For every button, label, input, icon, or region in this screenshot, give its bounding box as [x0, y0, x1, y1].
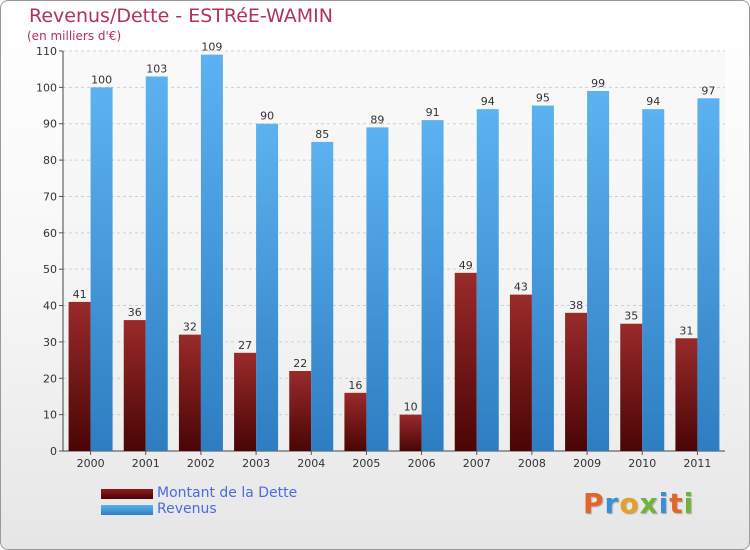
bar-dette — [565, 312, 588, 451]
legend-swatch-revenus — [101, 505, 153, 515]
bar-revenus — [587, 91, 610, 451]
bar-revenus — [90, 87, 113, 451]
y-tick-label: 90 — [43, 118, 57, 131]
bar-dette — [68, 301, 91, 451]
y-tick-label: 40 — [43, 300, 57, 313]
legend-label-dette: Montant de la Dette — [157, 485, 298, 501]
x-tick-label: 2002 — [187, 457, 215, 470]
chart-title: Revenus/Dette - ESTRéE-WAMIN — [29, 5, 333, 27]
x-tick-label: 2007 — [463, 457, 491, 470]
legend-swatch-dette — [101, 489, 153, 499]
chart-subtitle: (en milliers d'€) — [27, 29, 122, 43]
logo-letter: x — [639, 487, 659, 520]
data-label-dette: 16 — [348, 379, 362, 392]
x-tick-label: 2006 — [408, 457, 436, 470]
y-tick-label: 20 — [43, 372, 57, 385]
data-label-revenus: 94 — [646, 95, 660, 108]
data-label-revenus: 97 — [701, 84, 715, 97]
data-label-revenus: 90 — [260, 110, 274, 123]
y-tick-label: 110 — [36, 45, 57, 58]
x-tick-label: 2011 — [683, 457, 711, 470]
proxiti-logo: Proxiti — [583, 487, 694, 520]
data-label-dette: 43 — [514, 281, 528, 294]
bar-dette — [675, 338, 698, 451]
y-tick-label: 50 — [43, 263, 57, 276]
bar-dette — [454, 272, 477, 451]
x-tick-label: 2001 — [132, 457, 160, 470]
bar-revenus — [256, 123, 279, 452]
data-label-dette: 38 — [569, 299, 583, 312]
data-label-revenus: 103 — [146, 62, 167, 75]
data-label-revenus: 95 — [536, 92, 550, 105]
x-tick-label: 2008 — [518, 457, 546, 470]
y-tick-label: 0 — [50, 445, 57, 458]
y-tick-label: 80 — [43, 154, 57, 167]
bar-dette — [509, 294, 532, 451]
data-label-dette: 35 — [624, 310, 638, 323]
data-label-dette: 49 — [459, 259, 473, 272]
data-label-dette: 27 — [238, 339, 252, 352]
data-label-dette: 32 — [183, 321, 197, 334]
data-label-dette: 22 — [293, 357, 307, 370]
logo-letter: i — [658, 487, 670, 520]
logo-letter: o — [619, 487, 640, 520]
legend-label-revenus: Revenus — [157, 501, 217, 517]
bar-dette — [344, 392, 367, 451]
data-label-revenus: 91 — [426, 106, 440, 119]
x-tick-label: 2003 — [242, 457, 270, 470]
data-label-revenus: 100 — [91, 73, 112, 86]
bar-revenus — [366, 127, 389, 451]
y-tick-label: 70 — [43, 190, 57, 203]
data-label-dette: 10 — [404, 401, 418, 414]
bar-revenus — [145, 76, 168, 452]
logo-letter: t — [669, 487, 684, 520]
data-label-revenus: 89 — [370, 113, 384, 126]
logo-letter: r — [604, 487, 620, 520]
x-tick-label: 2009 — [573, 457, 601, 470]
plot-area — [63, 51, 725, 451]
bar-dette — [399, 414, 422, 451]
bar-dette — [234, 352, 257, 451]
bar-revenus — [531, 105, 554, 451]
bar-dette — [289, 371, 312, 451]
data-label-dette: 36 — [128, 306, 142, 319]
bar-revenus — [697, 98, 720, 451]
logo-letter: i — [683, 487, 695, 520]
bar-revenus — [311, 141, 334, 451]
x-tick-label: 2005 — [352, 457, 380, 470]
logo-letter: P — [583, 487, 605, 520]
data-label-revenus: 109 — [201, 41, 222, 54]
x-tick-label: 2004 — [297, 457, 325, 470]
y-tick-label: 30 — [43, 336, 57, 349]
y-tick-label: 60 — [43, 227, 57, 240]
data-label-dette: 31 — [679, 324, 693, 337]
data-label-revenus: 94 — [481, 95, 495, 108]
x-tick-label: 2000 — [77, 457, 105, 470]
data-label-revenus: 85 — [315, 128, 329, 141]
y-tick-label: 10 — [43, 409, 57, 422]
x-tick-label: 2010 — [628, 457, 656, 470]
bar-revenus — [476, 109, 499, 451]
bar-revenus — [200, 54, 223, 452]
bar-revenus — [642, 109, 665, 451]
bar-revenus — [421, 120, 444, 451]
bar-dette — [123, 320, 146, 451]
bar-dette — [620, 323, 643, 451]
y-tick-label: 100 — [36, 81, 57, 94]
data-label-revenus: 99 — [591, 77, 605, 90]
data-label-dette: 41 — [73, 288, 87, 301]
bar-dette — [178, 334, 201, 451]
